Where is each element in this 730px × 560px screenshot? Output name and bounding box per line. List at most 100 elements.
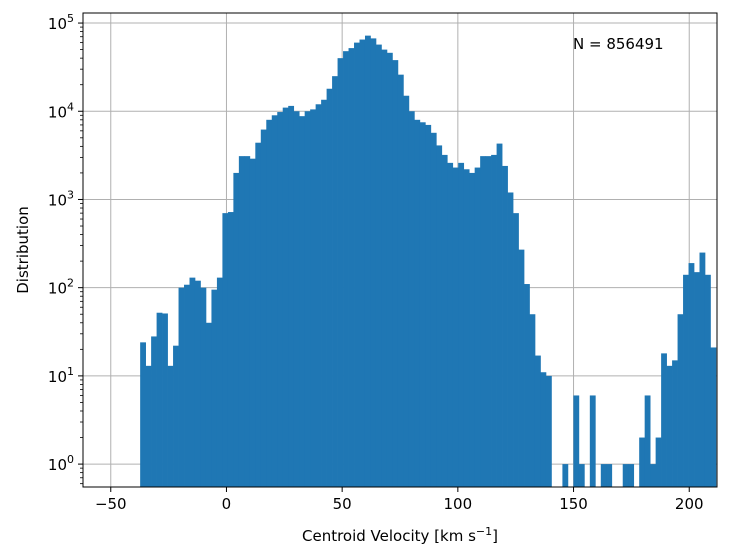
histogram-bar [156, 312, 163, 487]
histogram-bar [606, 464, 613, 487]
histogram-bar [677, 314, 684, 487]
histogram-bar [299, 116, 306, 488]
histogram-bar [151, 336, 157, 487]
histogram-bar [419, 122, 426, 487]
x-tick-label: 0 [222, 495, 232, 513]
histogram-bar [370, 38, 377, 487]
histogram-bar [491, 154, 497, 488]
histogram-bar [458, 162, 465, 487]
x-tick-label: 100 [444, 495, 473, 513]
histogram-bar [628, 464, 635, 487]
histogram-bar [315, 104, 322, 487]
y-tick-label: 103 [48, 188, 74, 209]
histogram-bar [293, 111, 300, 488]
histogram-bar [194, 280, 201, 487]
histogram-bar [249, 158, 256, 488]
x-tick-label: −50 [95, 495, 127, 513]
histogram-bar [326, 88, 333, 487]
histogram-bar [244, 156, 251, 487]
y-tick-label: 100 [48, 453, 74, 474]
histogram-bar [354, 42, 360, 488]
histogram-bar [683, 274, 689, 487]
histogram-bar [348, 48, 355, 488]
histogram-bar [430, 132, 437, 488]
histogram-bar [364, 35, 371, 488]
histogram-bar [524, 284, 530, 487]
histogram-bar [310, 109, 316, 487]
x-tick-label: 150 [559, 495, 588, 513]
histogram-bar [266, 119, 273, 487]
histogram-bar [474, 167, 481, 487]
histogram-bar [507, 192, 514, 487]
histogram-bar [545, 375, 552, 487]
histogram-bar [513, 213, 519, 487]
y-axis-label: Distribution [14, 206, 32, 294]
histogram-bar [282, 107, 289, 488]
histogram-bar [227, 212, 234, 488]
annotation-count: N = 856491 [573, 35, 664, 53]
histogram-bar [386, 52, 393, 488]
histogram-bar [688, 263, 695, 487]
histogram-bar [140, 342, 146, 487]
histogram-bar [666, 365, 673, 487]
histogram-bar [639, 437, 646, 487]
histogram-bar [710, 347, 717, 487]
histogram-bar [485, 156, 492, 487]
y-tick-label: 105 [48, 12, 74, 33]
histogram-bar [463, 169, 470, 488]
histogram-bar [255, 142, 262, 488]
histogram-bar [414, 119, 421, 487]
histogram-bar [359, 39, 366, 488]
histogram-bar [518, 249, 525, 487]
histogram-bar [184, 284, 190, 487]
x-axis-label-exponent: −1 [476, 525, 492, 538]
histogram-bar [480, 156, 486, 487]
histogram-bar [425, 124, 432, 487]
histogram-bar [661, 353, 667, 487]
histogram-bar [534, 355, 541, 487]
histogram-bar [578, 464, 585, 487]
histogram-bar [277, 112, 284, 487]
y-tick-label: 101 [48, 365, 74, 386]
histogram-bar [375, 44, 382, 487]
histogram-bar [672, 360, 678, 487]
histogram-bar [205, 322, 212, 487]
histogram-bar [260, 129, 267, 488]
histogram-bar [216, 277, 223, 487]
histogram-bar [436, 145, 443, 487]
histogram-bar [332, 76, 338, 488]
y-tick-label: 104 [48, 100, 74, 121]
histogram-bar [337, 58, 344, 487]
histogram-bar [211, 289, 218, 487]
histogram-bar [622, 464, 629, 487]
histogram-bar [452, 167, 459, 487]
x-axis-label: Centroid Velocity [km s−1] [302, 525, 498, 545]
histogram-bars [140, 35, 717, 488]
histogram-bar [589, 395, 596, 487]
histogram-bar [222, 213, 229, 487]
histogram-bar [288, 105, 295, 487]
histogram-bar [178, 287, 185, 487]
histogram-bar [573, 395, 580, 487]
histogram-bar [655, 437, 662, 487]
histogram-bar [496, 143, 503, 487]
histogram-bar [343, 51, 349, 488]
histogram-bar [540, 372, 547, 487]
x-tick-label: 200 [675, 495, 704, 513]
histogram-bar [699, 252, 706, 487]
histogram-bar [469, 172, 476, 487]
y-tick-label: 102 [48, 277, 74, 298]
histogram-bar [304, 111, 311, 488]
x-axis-label-close: ] [492, 527, 498, 545]
axis-ticks: −50 0 50 100 150 200 100 101 102 103 104 105 [48, 12, 704, 513]
histogram-bar [447, 162, 454, 487]
plot-frame [82, 12, 718, 488]
histogram-bar [200, 287, 207, 487]
histogram-bar [600, 464, 607, 487]
histogram-bar [403, 95, 410, 488]
histogram-bar [644, 395, 651, 487]
histogram-bar [189, 277, 196, 487]
histogram-bar [238, 156, 245, 487]
